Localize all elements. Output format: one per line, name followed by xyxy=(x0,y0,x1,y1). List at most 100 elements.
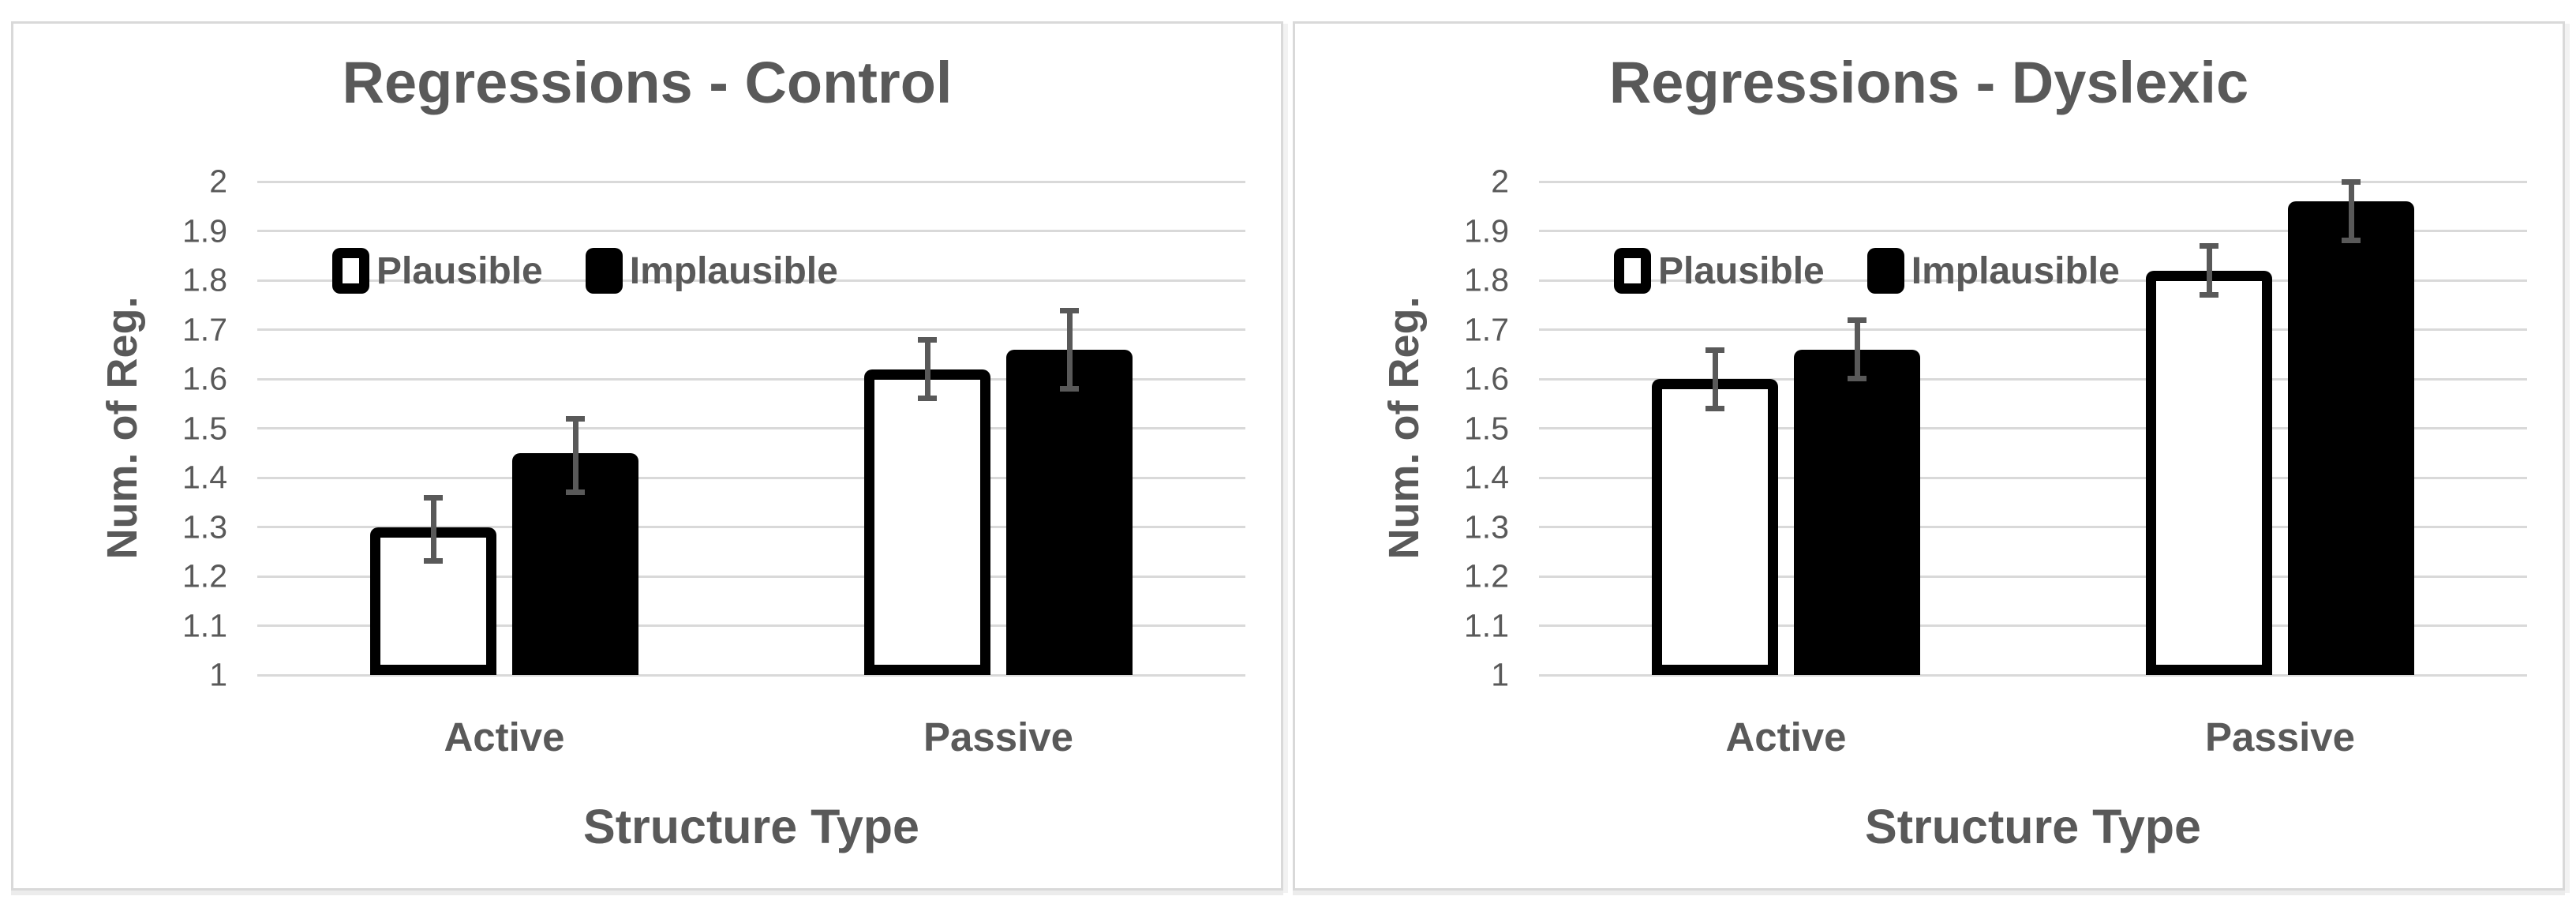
error-bar-cap-bottom xyxy=(918,396,937,401)
legend-item-plausible: Plausible xyxy=(332,248,543,294)
chart-title: Regressions - Control xyxy=(342,50,953,115)
error-bar-line xyxy=(1066,309,1073,389)
gridline xyxy=(1539,673,2527,677)
error-bar-cap-top xyxy=(1705,347,1724,353)
error-bar xyxy=(1848,317,1866,381)
y-tick-label: 1.3 xyxy=(182,508,227,545)
error-bar-cap-bottom xyxy=(1848,376,1866,381)
y-tick-label: 1.2 xyxy=(1464,557,1509,594)
error-bar-cap-top xyxy=(566,416,585,422)
y-tick-label: 2 xyxy=(1491,163,1509,200)
gridline xyxy=(1539,328,2527,331)
bar-active-plausible xyxy=(1652,379,1778,675)
x-axis-title: Structure Type xyxy=(1865,800,2201,853)
error-bar-cap-bottom xyxy=(1060,385,1079,392)
gridline xyxy=(257,575,1245,578)
y-tick-label: 1.5 xyxy=(1464,410,1509,446)
legend-label: Plausible xyxy=(1658,249,1825,292)
gridline xyxy=(1539,427,2527,429)
gridline xyxy=(1539,377,2527,381)
y-tick-label: 2 xyxy=(209,163,227,200)
y-tick-label: 1.4 xyxy=(182,459,227,496)
y-tick-label: 1 xyxy=(1491,656,1509,693)
y-axis-title: Num. of Reg. xyxy=(1380,296,1428,560)
plot-area: Plausible Implausible 2 1.9 1.8 1.7 1.6 1.5 1.… xyxy=(1464,163,2527,693)
legend: Plausible Implausible xyxy=(332,248,838,294)
bar-passive-implausible xyxy=(2288,201,2414,675)
gridline xyxy=(1539,180,2527,183)
y-tick-label: 1.9 xyxy=(1464,212,1509,249)
gridline xyxy=(257,427,1245,429)
gridline xyxy=(1539,526,2527,528)
legend-item-implausible: Implausible xyxy=(1866,248,2120,294)
error-bar-line xyxy=(1854,320,1860,379)
gridline xyxy=(257,230,1245,232)
gridline xyxy=(257,377,1245,381)
y-tick-label: 1.7 xyxy=(1464,311,1509,347)
error-bar-cap-top xyxy=(2200,243,2218,249)
gridline xyxy=(1539,476,2527,479)
y-tick-label: 1 xyxy=(209,656,227,693)
error-bar-cap-bottom xyxy=(2342,238,2361,243)
category-label-passive: Passive xyxy=(923,714,1074,759)
chart-panel-control: Regressions - Control Num. of Reg. Plaus… xyxy=(11,21,1283,891)
error-bar-cap-bottom xyxy=(424,558,443,564)
gridline xyxy=(257,279,1245,282)
gridline xyxy=(1539,230,2527,232)
category-label-passive: Passive xyxy=(2204,714,2356,759)
y-axis-title: Num. of Reg. xyxy=(99,296,146,560)
error-bar-line xyxy=(430,497,436,562)
category-label-active: Active xyxy=(1725,714,1847,759)
error-bar xyxy=(2200,243,2218,298)
gridline xyxy=(1539,575,2527,578)
gridline xyxy=(257,624,1245,627)
bar-active-implausible xyxy=(1794,349,1920,675)
error-bar-cap-top xyxy=(918,337,937,343)
x-axis-title: Structure Type xyxy=(583,800,919,853)
error-bar-line xyxy=(572,418,578,493)
y-tick-label: 1.8 xyxy=(1464,261,1509,298)
chart-title: Regressions - Dyslexic xyxy=(1608,50,2249,115)
error-bar xyxy=(424,495,443,564)
legend-label: Implausible xyxy=(629,249,838,292)
legend-marker-plausible xyxy=(332,248,369,294)
legend-marker-implausible xyxy=(1866,248,1904,294)
gridline xyxy=(257,328,1245,331)
y-tick-label: 1.6 xyxy=(1464,360,1509,397)
legend-item-implausible: Implausible xyxy=(585,248,838,294)
gridline xyxy=(257,180,1245,183)
gridline xyxy=(257,673,1245,677)
legend: Plausible Implausible xyxy=(1614,248,2120,294)
y-tick-label: 1.6 xyxy=(182,360,227,397)
error-bar-line xyxy=(924,339,930,399)
category-label-active: Active xyxy=(444,714,565,759)
y-tick-label: 1.5 xyxy=(182,410,227,446)
bar-passive-plausible xyxy=(864,369,990,675)
error-bar-cap-bottom xyxy=(2200,291,2218,298)
y-tick-label: 1.8 xyxy=(182,261,227,298)
gridline xyxy=(1539,279,2527,282)
error-bar-cap-top xyxy=(1848,317,1866,323)
legend-marker-implausible xyxy=(585,248,623,294)
y-tick-label: 1.2 xyxy=(182,557,227,594)
legend-item-plausible: Plausible xyxy=(1614,248,1825,294)
error-bar-cap-top xyxy=(2342,179,2361,185)
y-tick-label: 1.9 xyxy=(182,212,227,249)
y-tick-label: 1.1 xyxy=(1464,607,1509,643)
plot-area: Plausible Implausible 2 1.9 1.8 1.7 1.6 1.5 1.… xyxy=(182,163,1245,693)
error-bar-cap-top xyxy=(424,495,443,501)
gridline xyxy=(257,526,1245,528)
error-bar xyxy=(566,416,585,495)
error-bar xyxy=(1705,347,1724,411)
y-tick-label: 1.1 xyxy=(182,607,227,643)
error-bar xyxy=(918,337,937,401)
gridline xyxy=(1539,624,2527,627)
bar-passive-implausible xyxy=(1006,349,1133,675)
legend-label: Implausible xyxy=(1911,249,2120,292)
y-tick-label: 1.7 xyxy=(182,311,227,347)
error-bar-cap-top xyxy=(1060,307,1079,313)
error-bar-line xyxy=(2348,182,2354,241)
bar-passive-plausible xyxy=(2146,270,2272,675)
error-bar xyxy=(2342,179,2361,243)
